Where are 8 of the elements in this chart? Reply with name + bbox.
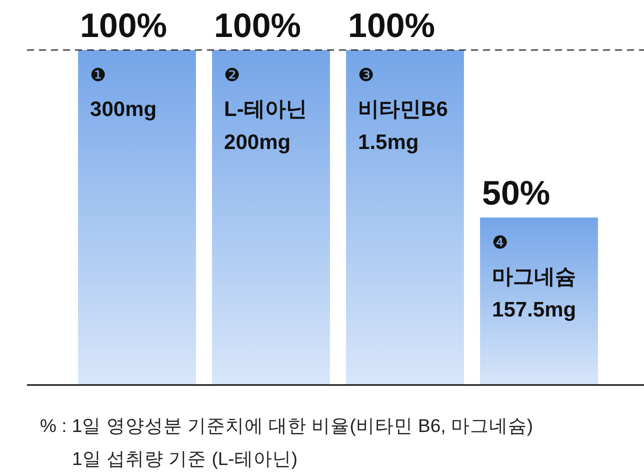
x-tick-label: ❸ 비타민B6 1.5mg xyxy=(358,65,448,154)
data-label: 100% xyxy=(80,7,168,45)
x-tick-label: ❶ 300mg xyxy=(90,65,157,121)
x-tick-label: ❹ 마그네슘 157.5mg xyxy=(492,232,576,322)
data-label: 50% xyxy=(482,174,550,212)
data-label: 100% xyxy=(348,7,436,45)
x-tick-label: ❷ L-테아닌 200mg xyxy=(224,65,307,154)
data-label: 100% xyxy=(214,7,302,45)
